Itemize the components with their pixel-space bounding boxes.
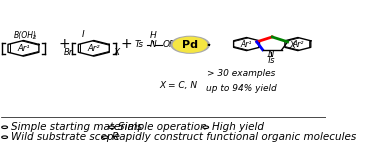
Text: +: +: [121, 37, 132, 51]
Text: High yield: High yield: [212, 122, 264, 132]
Text: X: X: [289, 41, 295, 50]
Text: X = C, N: X = C, N: [159, 81, 197, 90]
Circle shape: [2, 126, 8, 128]
Text: X: X: [113, 48, 119, 57]
Text: > 30 examples: > 30 examples: [207, 69, 276, 78]
Circle shape: [2, 136, 8, 138]
Text: Ar²: Ar²: [292, 40, 304, 49]
Text: Simple operation: Simple operation: [118, 122, 207, 132]
Circle shape: [173, 37, 207, 52]
Text: Ar¹: Ar¹: [17, 44, 30, 53]
Text: +: +: [59, 37, 70, 51]
Text: N: N: [149, 40, 156, 49]
Text: 2: 2: [33, 35, 36, 40]
Circle shape: [171, 36, 209, 53]
Text: Br: Br: [64, 48, 73, 57]
Text: H: H: [149, 31, 156, 40]
Text: up to 94% yield: up to 94% yield: [206, 84, 277, 93]
Text: B(OH): B(OH): [14, 31, 37, 40]
Text: Ts: Ts: [135, 40, 144, 49]
Text: Rapidly construct functional organic molecules: Rapidly construct functional organic mol…: [112, 132, 356, 142]
Text: Ts: Ts: [267, 56, 276, 65]
Circle shape: [203, 126, 209, 128]
Text: N: N: [268, 50, 274, 59]
Text: Ar¹: Ar¹: [241, 40, 252, 49]
Circle shape: [109, 126, 115, 128]
Text: Pd: Pd: [182, 40, 198, 50]
Text: OR: OR: [163, 40, 176, 49]
Text: Ar²: Ar²: [88, 44, 100, 53]
Text: Simple starting materials: Simple starting materials: [11, 122, 142, 132]
Text: I: I: [82, 30, 84, 39]
Circle shape: [102, 136, 108, 138]
Text: Wild substrate scope: Wild substrate scope: [11, 132, 120, 142]
